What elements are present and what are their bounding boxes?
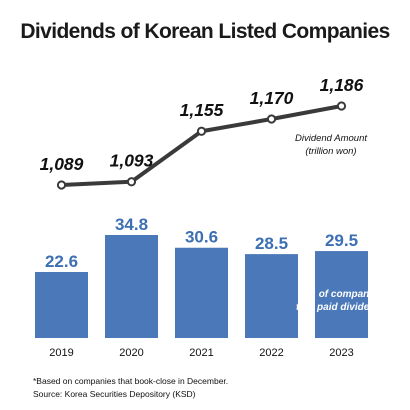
bar-value-label-2020: 34.8 — [115, 215, 148, 234]
line-point-2020 — [126, 177, 137, 187]
bar-legend-label: No. of companies that paid dividends — [296, 289, 388, 313]
line-legend-label: Dividend Amount (trillion won) — [295, 133, 367, 157]
x-tick-label-2021: 2021 — [189, 347, 213, 359]
bar-value-label-2023: 29.5 — [325, 231, 358, 250]
line-point-2021 — [196, 126, 207, 136]
bar-2023 — [315, 251, 368, 338]
footnote-basis: *Based on companies that book-close in D… — [33, 376, 229, 386]
x-tick-label-2019: 2019 — [49, 347, 73, 359]
line-value-label-2022: 1,170 — [250, 88, 294, 108]
line-value-label-2023: 1,186 — [320, 75, 364, 95]
x-tick-label-2020: 2020 — [119, 347, 143, 359]
bar-2022 — [245, 254, 298, 338]
x-tick-label-2022: 2022 — [259, 347, 283, 359]
bar-value-label-2021: 30.6 — [185, 228, 218, 247]
line-value-label-2019: 1,089 — [40, 154, 84, 174]
line-value-label-2020: 1,093 — [110, 151, 154, 171]
x-tick-label-2023: 2023 — [329, 347, 353, 359]
footnote-source: Source: Korea Securities Depository (KSD… — [33, 389, 196, 399]
line-point-2019 — [56, 180, 67, 190]
line-value-label-2021: 1,155 — [180, 100, 224, 120]
bar-2021 — [175, 247, 228, 338]
bar-2019 — [35, 272, 88, 338]
bar-2020 — [105, 235, 158, 338]
line-point-2022 — [266, 114, 277, 124]
line-layer: 1,089 1,093 1,155 1,170 1,186 Dividend Amount… — [40, 75, 367, 190]
chart-title: Dividends of Korean Listed Companies — [20, 20, 390, 43]
bar-value-label-2022: 28.5 — [255, 234, 288, 253]
line-point-2023 — [336, 101, 347, 111]
bars-layer: 22.6 2019 34.8 2020 30.6 2021 28.5 2022 29.5 2023… — [35, 215, 387, 359]
bar-value-label-2019: 22.6 — [45, 252, 78, 271]
